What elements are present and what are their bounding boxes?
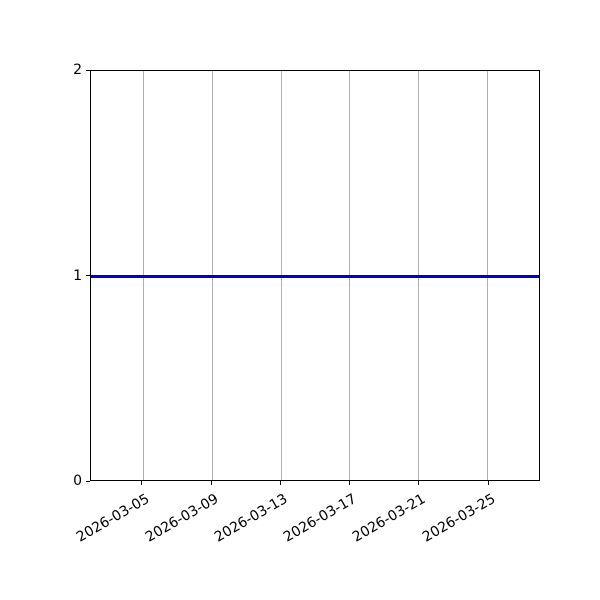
y-tick-label: 0 (73, 472, 82, 489)
series-line-constant-line (91, 275, 539, 278)
x-tick-mark (141, 481, 143, 485)
x-tick-mark (210, 481, 212, 485)
x-tick-label: 2026-03-05 (73, 491, 152, 546)
y-tick-mark (86, 480, 90, 482)
y-tick-mark (86, 69, 90, 71)
x-tick-mark (349, 481, 351, 485)
y-tick-mark (86, 275, 90, 276)
plot-area (90, 70, 540, 481)
x-tick-mark (279, 481, 281, 485)
x-tick-label: 2026-03-09 (142, 491, 222, 546)
y-tick-label: 1 (73, 267, 82, 284)
x-tick-label: 2026-03-13 (211, 491, 291, 546)
x-tick-label: 2026-03-21 (350, 491, 429, 546)
x-tick-mark (487, 481, 489, 485)
x-tick-mark (418, 481, 420, 485)
y-tick-label: 2 (73, 61, 82, 78)
x-tick-label: 2026-03-25 (419, 491, 499, 546)
x-tick-label: 2026-03-17 (281, 491, 360, 546)
